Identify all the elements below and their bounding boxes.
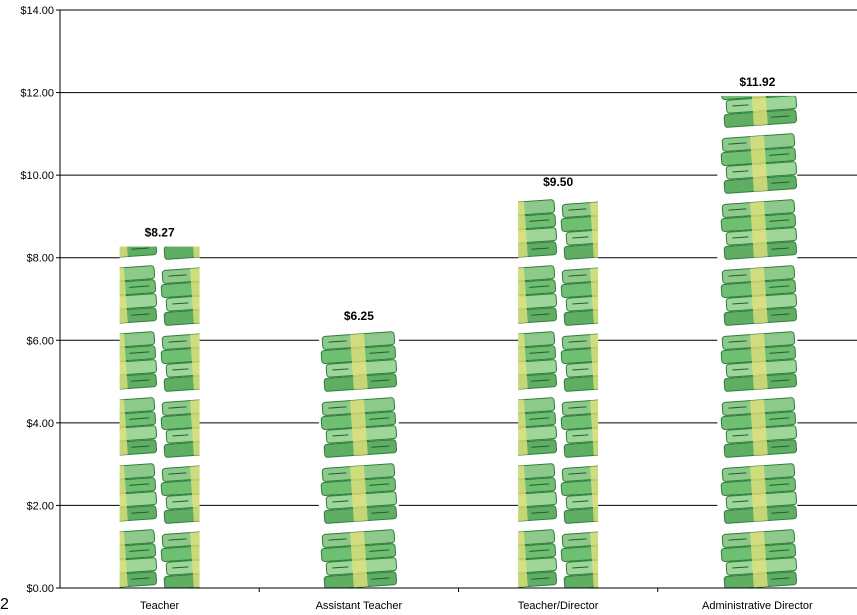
labels: $0.00 $2.00 $4.00 $6.00 $8.00 $10.00 $12.00 $14… (20, 5, 813, 612)
bar-0 (119, 246, 200, 588)
bar-2 (518, 195, 599, 589)
bar-3 (717, 95, 798, 589)
x-category-label-3: Administrative Director (702, 600, 813, 612)
axes (56, 9, 857, 592)
y-tick-label-6: $12.00 (20, 88, 54, 100)
data-label-0: $8.27 (145, 226, 175, 240)
y-tick-label-0: $0.00 (26, 583, 54, 595)
x-category-label-1: Assistant Teacher (316, 600, 403, 612)
y-tick-label-3: $6.00 (26, 335, 54, 347)
bar-1 (318, 329, 399, 588)
y-tick-label-4: $8.00 (26, 253, 54, 265)
bars (119, 95, 798, 589)
x-category-label-2: Teacher/Director (518, 600, 599, 612)
stray-text: 2 (0, 596, 9, 613)
y-tick-label-5: $10.00 (20, 170, 54, 182)
y-tick-label-7: $14.00 (20, 5, 54, 17)
data-label-2: $9.50 (543, 175, 573, 189)
x-category-label-0: Teacher (140, 600, 179, 612)
data-label-3: $11.92 (739, 75, 775, 89)
data-label-1: $6.25 (344, 309, 374, 323)
y-tick-label-1: $2.00 (26, 500, 54, 512)
y-tick-label-2: $4.00 (26, 418, 54, 430)
